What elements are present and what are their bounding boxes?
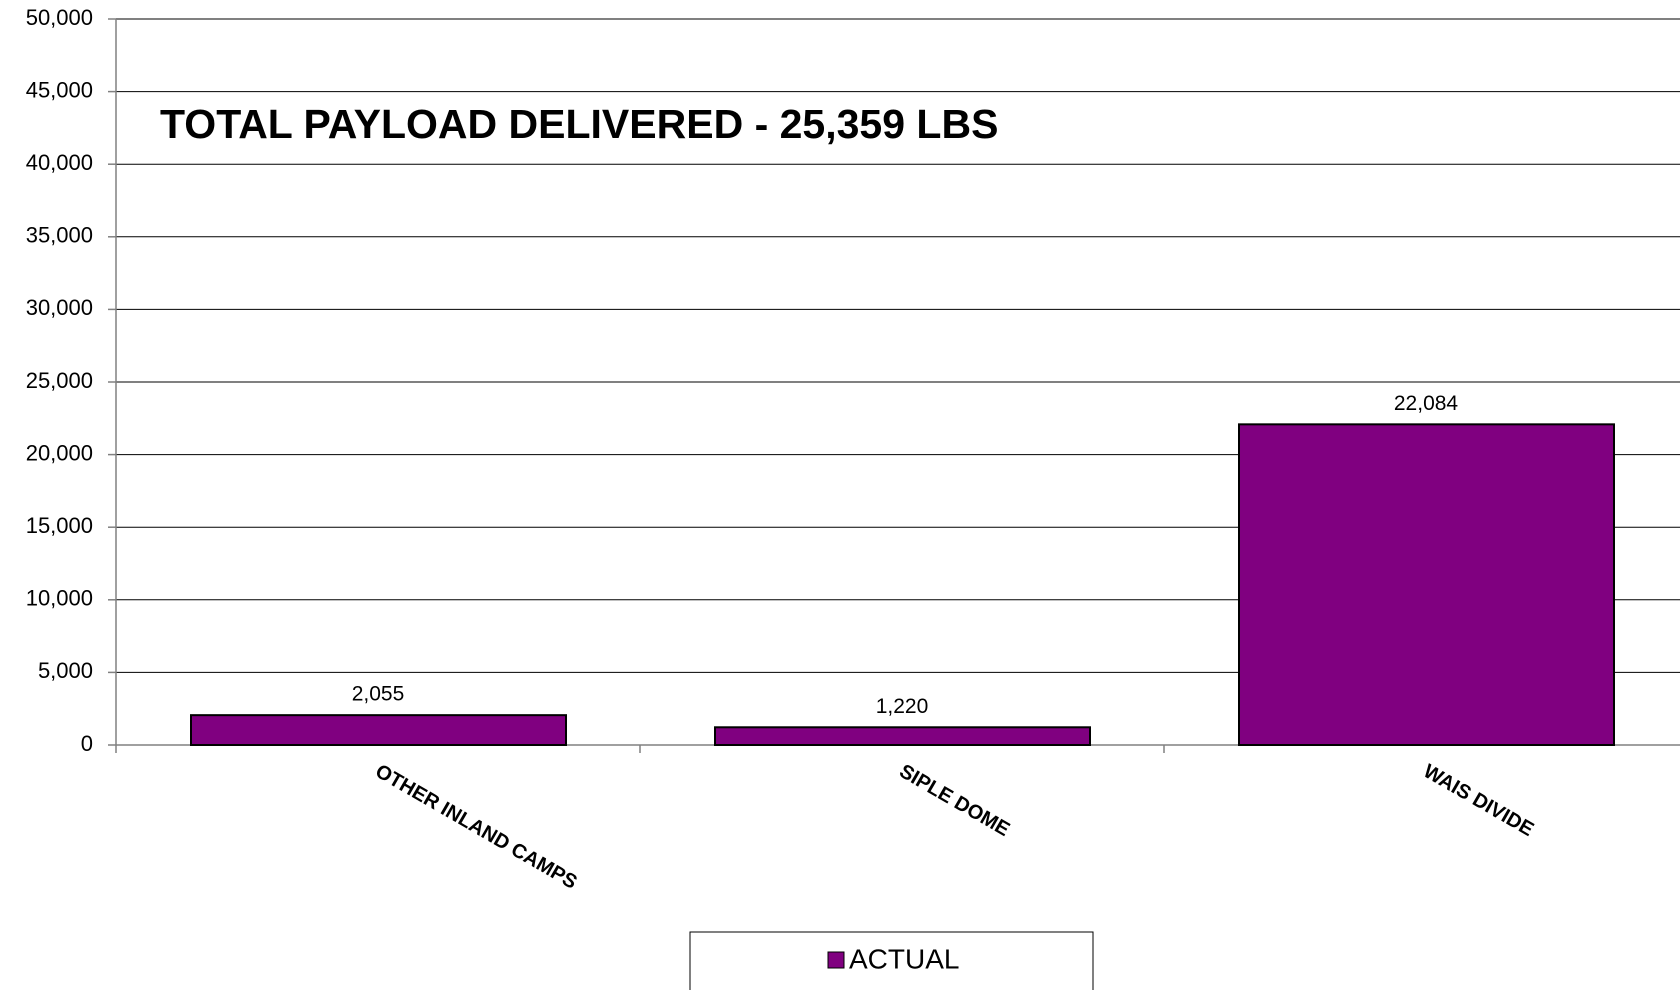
y-tick-label: 40,000 <box>26 150 93 175</box>
value-label: 22,084 <box>1394 392 1459 415</box>
y-tick-label: 30,000 <box>26 295 93 320</box>
value-label: 2,055 <box>352 683 405 706</box>
legend-label: ACTUAL <box>849 943 959 974</box>
y-tick-label: 5,000 <box>38 658 93 683</box>
grid <box>116 18 1680 746</box>
legend-box <box>689 931 1094 990</box>
y-tick-label: 0 <box>81 731 93 756</box>
bar <box>1238 423 1615 746</box>
y-tick-label: 25,000 <box>26 368 93 393</box>
legend-swatch <box>827 951 845 969</box>
y-tick-label: 20,000 <box>26 440 93 465</box>
chart-title: TOTAL PAYLOAD DELIVERED - 25,359 LBS <box>160 101 998 147</box>
bar <box>190 714 567 746</box>
value-label: 1,220 <box>876 695 929 718</box>
y-tick-label: 35,000 <box>26 223 93 248</box>
bar <box>714 726 1091 746</box>
y-tick-label: 15,000 <box>26 513 93 538</box>
y-tick-label: 50,000 <box>26 5 93 30</box>
y-tick-label: 10,000 <box>26 586 93 611</box>
y-tick-label: 45,000 <box>26 77 93 102</box>
